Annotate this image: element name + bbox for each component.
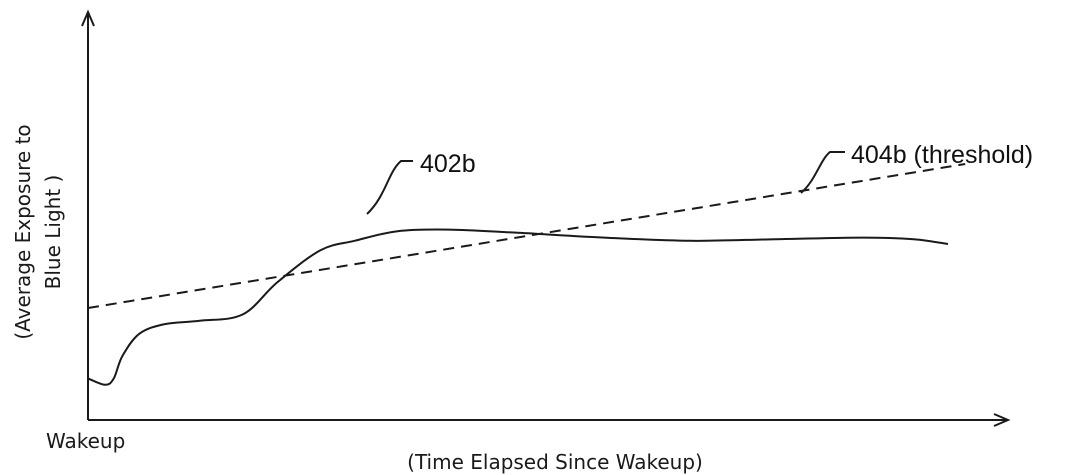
series-label-402b: 402b (420, 150, 476, 178)
y-axis-title-line-2: Blue Light ) (41, 175, 65, 290)
leader-line-402b (366, 160, 413, 215)
x-axis-title: (Time Elapsed Since Wakeup) (407, 450, 703, 474)
series-label-404b-threshold: 404b (threshold) (851, 141, 1033, 169)
y-axis-arrowhead (81, 9, 95, 27)
series-line-404b-threshold (87, 163, 966, 309)
x-axis-arrowhead (993, 413, 1011, 427)
leader-line-404b-threshold (800, 151, 845, 194)
y-axis-title-line-1: (Average Exposure to (11, 124, 35, 339)
series-layer (87, 163, 966, 386)
series-line-402b (87, 228, 949, 386)
axes (81, 9, 1011, 427)
x-origin-label: Wakeup (46, 429, 125, 453)
reference-labels: 402b 404b (threshold) (366, 141, 1033, 215)
